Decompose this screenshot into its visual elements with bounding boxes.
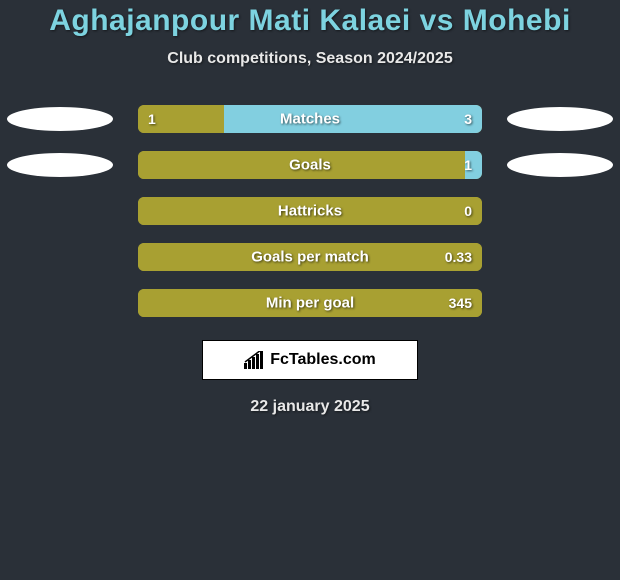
stat-bar: 0Hattricks	[138, 197, 482, 225]
player-left-marker	[7, 153, 113, 177]
date-label: 22 january 2025	[0, 398, 620, 416]
fctables-logo[interactable]: FcTables.com	[202, 340, 418, 380]
player-left-marker	[7, 107, 113, 131]
stat-row: 1Goals	[0, 142, 620, 188]
stat-bar: 0.33Goals per match	[138, 243, 482, 271]
stat-label: Min per goal	[138, 295, 482, 312]
subtitle: Club competitions, Season 2024/2025	[0, 50, 620, 68]
player-right-marker	[507, 153, 613, 177]
stat-label: Goals per match	[138, 249, 482, 266]
stat-row: 345Min per goal	[0, 280, 620, 326]
stat-label: Matches	[138, 111, 482, 128]
logo-text: FcTables.com	[270, 351, 376, 369]
page-title: Aghajanpour Mati Kalaei vs Mohebi	[0, 4, 620, 38]
stat-bar: 345Min per goal	[138, 289, 482, 317]
stat-bar: 13Matches	[138, 105, 482, 133]
stat-row: 0Hattricks	[0, 188, 620, 234]
bar-chart-icon	[244, 351, 266, 369]
stat-label: Hattricks	[138, 203, 482, 220]
stat-row: 0.33Goals per match	[0, 234, 620, 280]
stat-label: Goals	[138, 157, 482, 174]
player-right-marker	[507, 107, 613, 131]
stats-rows: 13Matches 1Goals 0Hattricks 0.33Goals per m…	[0, 96, 620, 326]
stat-row: 13Matches	[0, 96, 620, 142]
stat-bar: 1Goals	[138, 151, 482, 179]
